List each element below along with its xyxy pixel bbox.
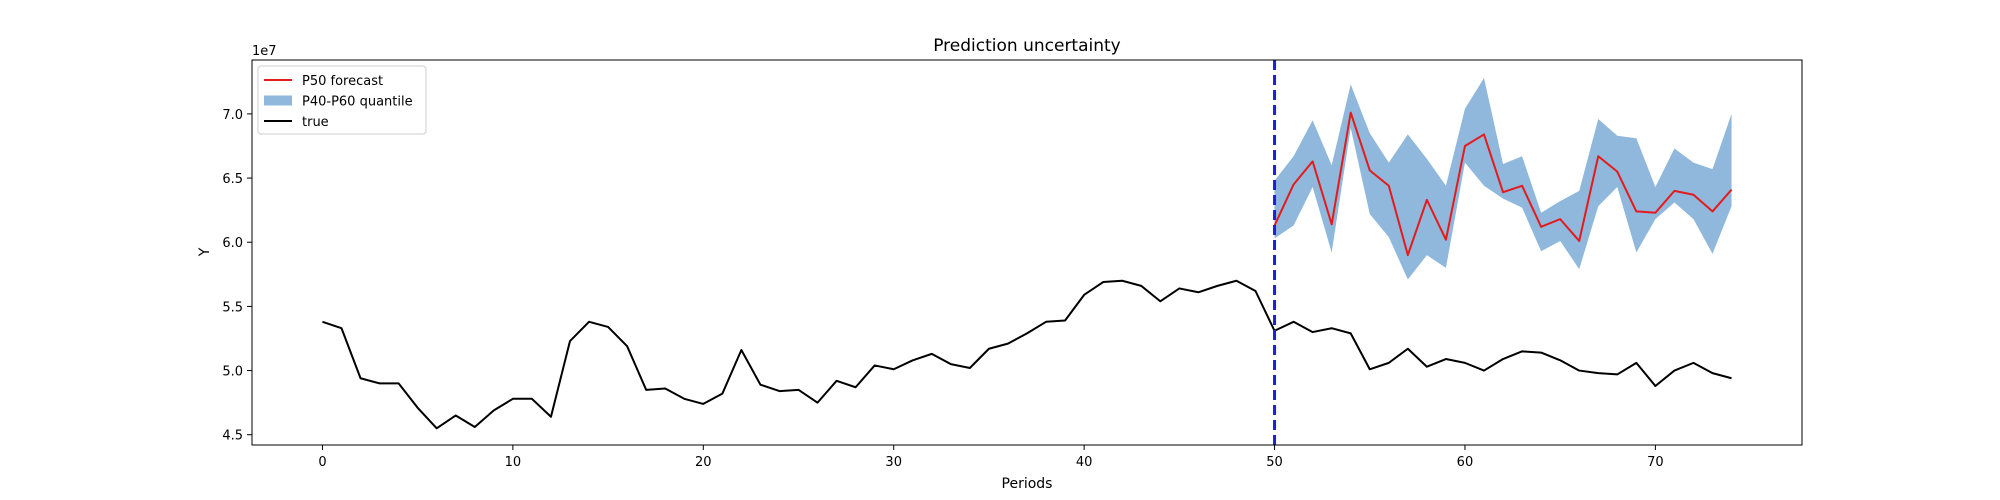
band-p40-p60 bbox=[1274, 77, 1732, 280]
x-tick-label: 70 bbox=[1647, 455, 1664, 470]
y-tick-label: 7.0 bbox=[222, 108, 243, 123]
y-tick-label: 5.0 bbox=[222, 365, 243, 380]
y-tick-label: 5.5 bbox=[222, 300, 243, 315]
x-tick-label: 20 bbox=[695, 455, 712, 470]
chart-title: Prediction uncertainty bbox=[933, 36, 1121, 56]
legend-label-true: true bbox=[302, 115, 329, 130]
series-line-p50-forecast bbox=[1273, 111, 1733, 257]
legend-box bbox=[257, 65, 427, 135]
legend-swatch-p40-p60-quantile bbox=[264, 95, 292, 106]
x-axis-label: Periods bbox=[1002, 476, 1053, 492]
x-tick-label: 30 bbox=[885, 455, 902, 470]
x-tick-label: 40 bbox=[1076, 455, 1093, 470]
legend-label-p50-forecast: P50 forecast bbox=[302, 74, 383, 89]
y-tick-label: 6.5 bbox=[222, 172, 243, 187]
plot-area bbox=[322, 60, 1733, 445]
x-tick-label: 50 bbox=[1266, 455, 1283, 470]
y-tick-label: 6.0 bbox=[222, 236, 243, 251]
series-line-true bbox=[322, 279, 1732, 430]
x-tick-label: 10 bbox=[505, 455, 522, 470]
y-axis-label: Y bbox=[197, 247, 213, 257]
x-tick-label: 60 bbox=[1457, 455, 1474, 470]
axes: 0 10 20 30 40 50 60 70 4.5 5.0 5.5 6.0 6.5 7.0 bbox=[222, 108, 1663, 470]
y-tick-label: 4.5 bbox=[222, 429, 243, 444]
legend: P50 forecast P40-P60 quantile true bbox=[257, 65, 427, 135]
x-tick-label: 0 bbox=[318, 455, 326, 470]
plot-frame bbox=[251, 59, 1803, 446]
legend-label-p40-p60-quantile: P40-P60 quantile bbox=[302, 95, 413, 110]
y-offset-label: 1e7 bbox=[252, 44, 277, 59]
